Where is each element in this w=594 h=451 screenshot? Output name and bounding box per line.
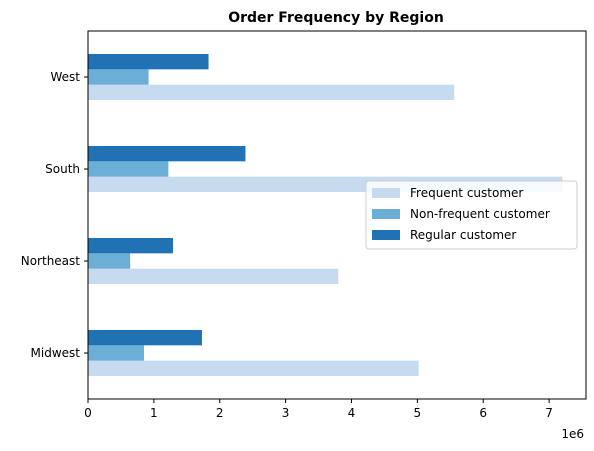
x-tick-label: 1: [150, 406, 158, 420]
x-tick-label: 5: [414, 406, 422, 420]
axes-frame: [87, 30, 587, 400]
bar-northeast-non-frequent-customer: [88, 253, 131, 269]
bar-south-non-frequent-customer: [88, 161, 169, 177]
x-tick-label: 3: [282, 406, 290, 420]
x-axis-ticks: 0 1 2 3 4 5 6 7: [84, 399, 553, 420]
y-axis-ticks: Midwest Northeast South West: [21, 70, 88, 360]
y-tick-label: South: [45, 162, 80, 176]
bar-west-non-frequent-customer: [88, 69, 149, 85]
bar-south-regular-customer: [88, 145, 246, 162]
x-tick-label: 6: [479, 406, 487, 420]
x-tick-label: 4: [348, 406, 356, 420]
bar-northeast-frequent-customer: [88, 268, 339, 285]
bar-west-regular-customer: [88, 53, 209, 70]
x-tick-label: 2: [216, 406, 224, 420]
bar-northeast-regular-customer: [88, 237, 173, 254]
legend-label: Regular customer: [410, 228, 516, 242]
bar-midwest-non-frequent-customer: [88, 345, 144, 361]
chart-title: Order Frequency by Region: [228, 10, 444, 26]
legend-swatch: [372, 188, 400, 198]
x-tick-label: 7: [545, 406, 553, 420]
legend: Frequent customer Non-frequent customer Re…: [365, 180, 578, 250]
legend-label: Frequent customer: [410, 186, 523, 200]
x-axis-offset-label: 1e6: [561, 427, 584, 441]
bar-midwest-frequent-customer: [88, 360, 419, 377]
x-tick-label: 0: [84, 406, 92, 420]
legend-swatch: [372, 209, 400, 219]
legend-label: Non-frequent customer: [410, 207, 550, 221]
y-tick-label: Midwest: [31, 346, 81, 360]
legend-box: [365, 180, 578, 250]
legend-swatch: [372, 230, 400, 240]
bar-west-frequent-customer: [88, 84, 455, 101]
y-tick-label: West: [50, 70, 80, 84]
y-tick-label: Northeast: [21, 254, 81, 268]
bar-midwest-regular-customer: [88, 329, 202, 346]
